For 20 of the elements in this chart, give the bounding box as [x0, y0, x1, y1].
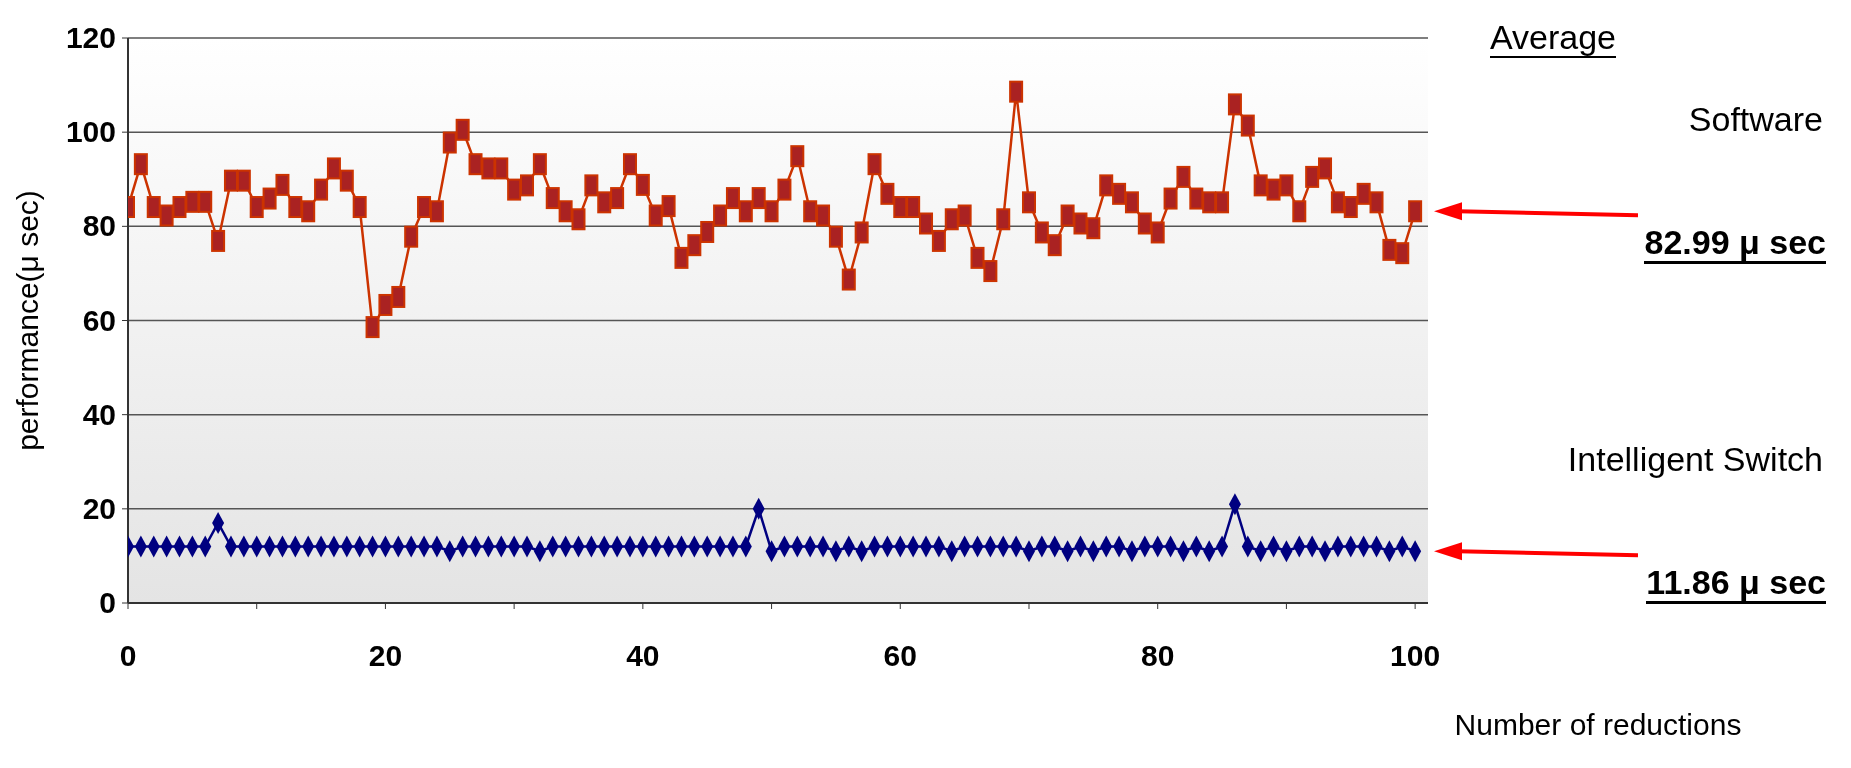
- x-tick-label: 40: [626, 639, 660, 672]
- text: Average: [1489, 18, 1617, 58]
- y-tick-label: 20: [82, 491, 116, 525]
- x-tick-label: 0: [119, 639, 137, 672]
- x-tick-label: 100: [1390, 639, 1441, 672]
- text: Intelligent Switch: [1567, 440, 1823, 479]
- text: 11.86 μ sec: [1646, 563, 1826, 605]
- y-axis-title: performance(μ sec): [11, 190, 44, 451]
- x-axis-title: Number of reductions: [1454, 708, 1742, 741]
- y-tick-label: 0: [99, 586, 116, 619]
- y-tick-label: 40: [82, 397, 116, 431]
- y-tick-label: 80: [82, 209, 116, 243]
- x-tick-label: 60: [883, 639, 917, 672]
- y-tick-label: 60: [82, 303, 116, 337]
- text: 82.99 μ sec: [1644, 223, 1826, 265]
- y-tick-label: 100: [65, 115, 116, 149]
- x-tick-label: 80: [1141, 639, 1175, 672]
- text: Software: [1688, 100, 1823, 139]
- y-tick-label: 120: [65, 21, 116, 54]
- x-tick-label: 20: [368, 639, 403, 672]
